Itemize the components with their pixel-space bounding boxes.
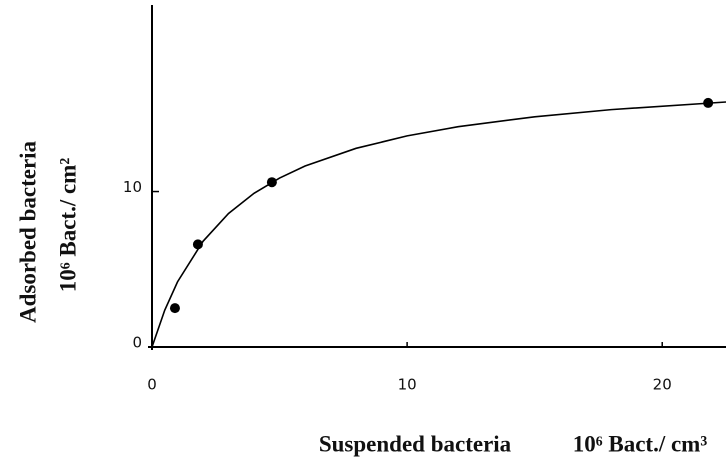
y-tick-label: 10 (123, 178, 142, 196)
y-axis-unit: 10⁶ Bact./ cm² (55, 158, 80, 293)
x-axis-unit: 10⁶ Bact./ cm³ (573, 431, 708, 456)
data-point (266, 177, 277, 188)
x-tick-label: 10 (398, 376, 417, 394)
x-tick-label: 0 (147, 376, 157, 394)
data-point (192, 239, 203, 250)
x-axis-label: Suspended bacteria (319, 431, 512, 456)
y-tick-label: 0 (132, 334, 142, 352)
x-tick-label: 20 (653, 376, 672, 394)
data-point (703, 97, 714, 108)
y-axis-label: Adsorbed bacteria (15, 140, 40, 323)
data-point (169, 303, 180, 314)
fit-curve (151, 101, 726, 348)
